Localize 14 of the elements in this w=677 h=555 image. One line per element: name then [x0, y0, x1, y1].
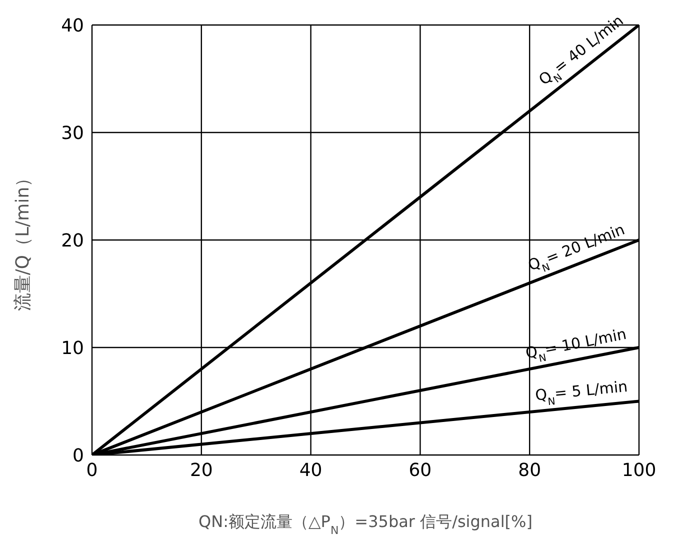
x-tick-label: 0: [86, 460, 98, 481]
x-tick-label: 100: [622, 460, 656, 481]
x-axis-title: QN:额定流量（△P$_{N}$）=35bar 信号/signal[%]: [198, 512, 532, 536]
y-tick-label: 20: [61, 230, 84, 252]
y-tick-label: 40: [61, 15, 84, 36]
x-tick-label: 80: [518, 460, 542, 481]
x-tick-label: 40: [299, 460, 322, 481]
x-tick-label: 20: [190, 460, 213, 481]
text: Q$_{N}$= 5 L/min: [534, 377, 628, 408]
y-tick-label: 0: [72, 445, 84, 466]
y-tick-label: 30: [61, 122, 84, 144]
y-axis-title: 流量/Q（L/min）: [12, 168, 34, 312]
y-tick-label: 10: [61, 338, 84, 359]
x-tick-label: 60: [408, 460, 432, 481]
